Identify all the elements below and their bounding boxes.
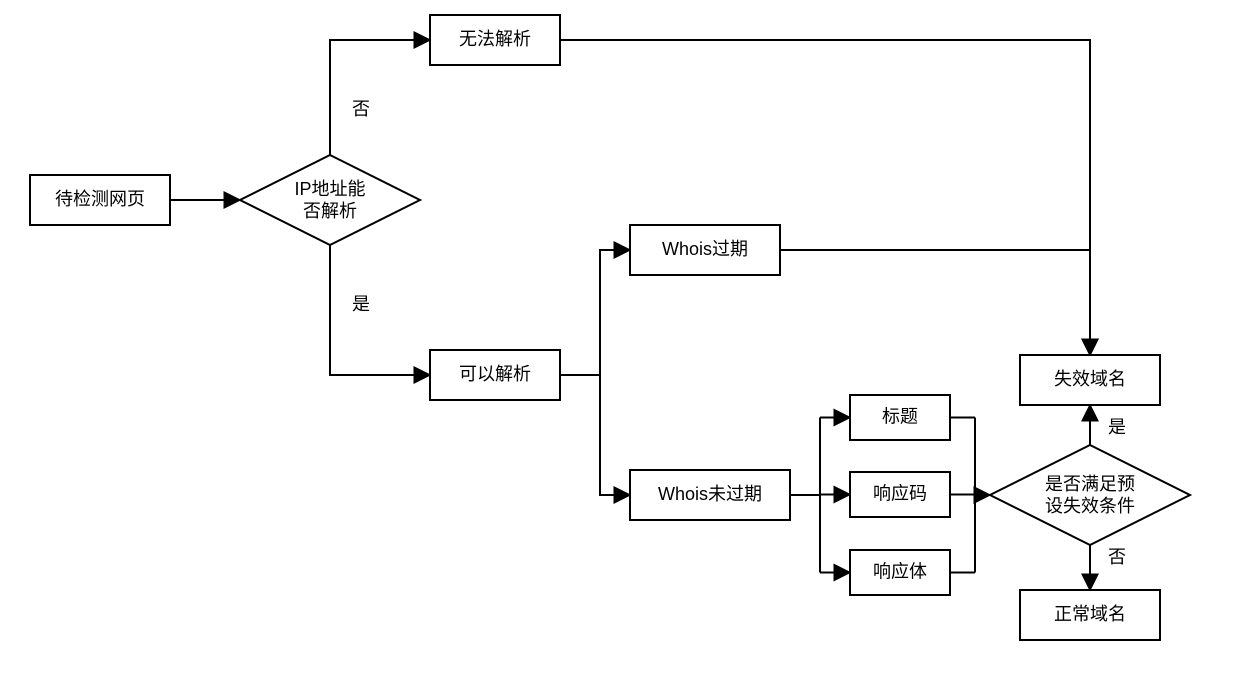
edge-canparse-to-whoisnotexp xyxy=(560,375,630,495)
node-label2-ip_decision: 否解析 xyxy=(303,201,357,221)
edge-label-cond_no: 否 xyxy=(1108,547,1126,567)
edge-label-cond_yes: 是 xyxy=(1108,417,1126,437)
edge-whoisexp-to-invalid xyxy=(780,250,1090,355)
node-label-start: 待检测网页 xyxy=(55,189,145,209)
edge-label-no: 否 xyxy=(352,99,370,119)
node-label-normal: 正常域名 xyxy=(1054,604,1126,624)
node-label2-cond: 设失效条件 xyxy=(1045,496,1135,516)
node-label-whois_notexp: Whois未过期 xyxy=(658,484,762,504)
node-label-respcode: 响应码 xyxy=(873,483,927,503)
edge-ip-no-to-cantparse xyxy=(330,40,430,155)
node-label-title_box: 标题 xyxy=(882,406,918,426)
node-label-can_parse: 可以解析 xyxy=(459,364,531,384)
edge-canparse-to-whoisexp xyxy=(560,250,630,375)
node-label-respbody: 响应体 xyxy=(873,561,927,581)
edge-label-yes: 是 xyxy=(352,294,370,314)
node-label1-cond: 是否满足预 xyxy=(1045,474,1135,494)
node-label-invalid: 失效域名 xyxy=(1054,369,1126,389)
edge-cantparse-to-invalid xyxy=(560,40,1090,355)
edge-ip-yes-to-canparse xyxy=(330,245,430,375)
node-label-whois_exp: Whois过期 xyxy=(662,239,748,259)
node-label-cant_parse: 无法解析 xyxy=(459,29,531,49)
node-label1-ip_decision: IP地址能 xyxy=(294,179,365,199)
